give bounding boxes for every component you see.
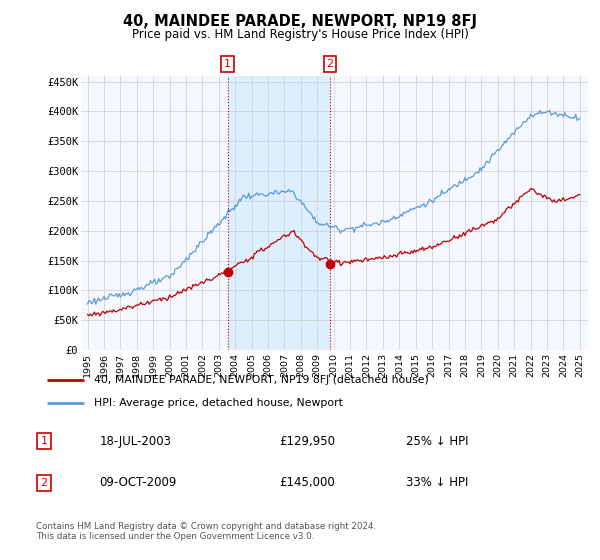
Text: HPI: Average price, detached house, Newport: HPI: Average price, detached house, Newp… [94, 398, 343, 408]
Text: 25% ↓ HPI: 25% ↓ HPI [406, 435, 468, 448]
Text: 2: 2 [326, 59, 334, 69]
Text: 18-JUL-2003: 18-JUL-2003 [100, 435, 172, 448]
Text: Price paid vs. HM Land Registry's House Price Index (HPI): Price paid vs. HM Land Registry's House … [131, 28, 469, 41]
Text: 1: 1 [224, 59, 231, 69]
Text: 40, MAINDEE PARADE, NEWPORT, NP19 8FJ (detached house): 40, MAINDEE PARADE, NEWPORT, NP19 8FJ (d… [94, 375, 429, 385]
Text: £145,000: £145,000 [279, 477, 335, 489]
Text: Contains HM Land Registry data © Crown copyright and database right 2024.
This d: Contains HM Land Registry data © Crown c… [36, 522, 376, 542]
Text: 40, MAINDEE PARADE, NEWPORT, NP19 8FJ: 40, MAINDEE PARADE, NEWPORT, NP19 8FJ [123, 14, 477, 29]
Text: 2: 2 [40, 478, 47, 488]
Text: 1: 1 [40, 436, 47, 446]
Bar [227, 76, 330, 350]
Text: 09-OCT-2009: 09-OCT-2009 [100, 477, 177, 489]
Text: 33% ↓ HPI: 33% ↓ HPI [406, 477, 468, 489]
Text: £129,950: £129,950 [279, 435, 335, 448]
